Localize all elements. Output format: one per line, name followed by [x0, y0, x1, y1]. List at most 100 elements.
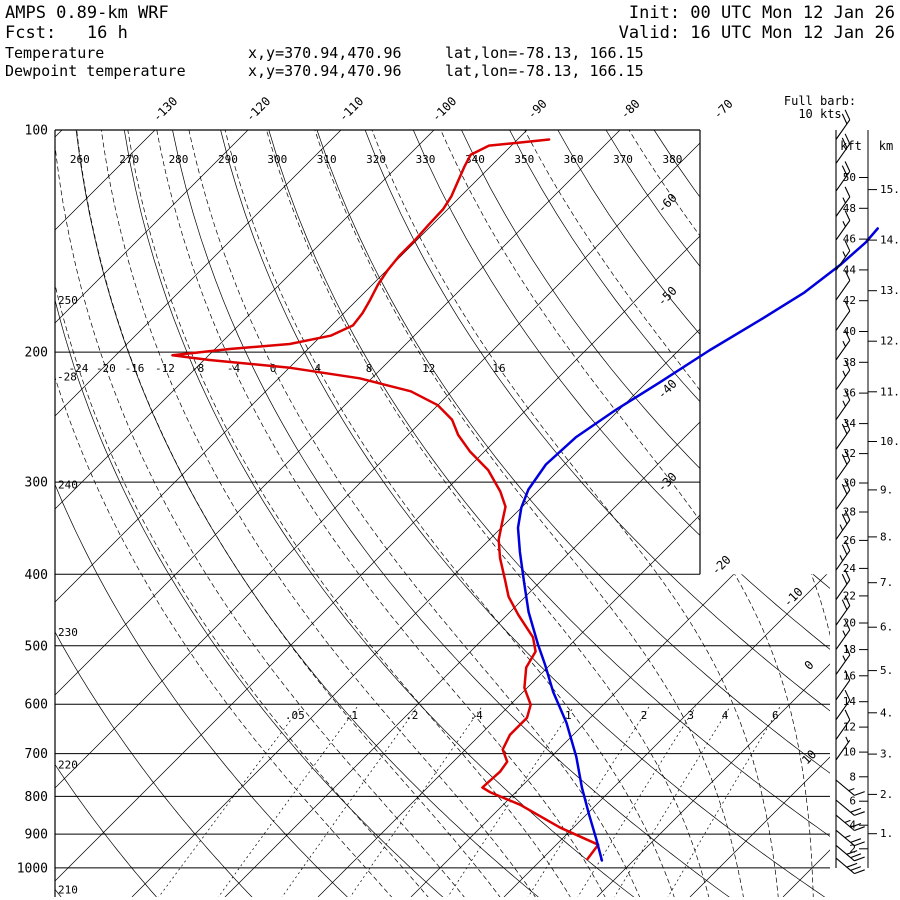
dewpoint-grid-point: x,y=370.94,470.96 — [248, 62, 402, 80]
svg-text:280: 280 — [169, 153, 189, 166]
svg-text:2.: 2. — [880, 788, 893, 801]
svg-text:36: 36 — [843, 387, 856, 400]
svg-text:-80: -80 — [618, 97, 643, 122]
svg-text:32: 32 — [843, 447, 856, 460]
svg-text:260: 260 — [70, 153, 90, 166]
svg-text:-16: -16 — [125, 362, 145, 375]
svg-text:22: 22 — [843, 589, 856, 602]
svg-text:40: 40 — [843, 325, 856, 338]
svg-text:2: 2 — [641, 709, 648, 722]
svg-text:-70: -70 — [711, 97, 736, 122]
temperature-grid-point: x,y=370.94,470.96 — [248, 44, 402, 62]
svg-text:800: 800 — [25, 790, 48, 805]
svg-text:1000: 1000 — [17, 861, 48, 876]
init-time: Init: 00 UTC Mon 12 Jan 26 — [628, 3, 895, 23]
svg-text:14: 14 — [843, 695, 857, 708]
svg-text:-20: -20 — [709, 553, 734, 578]
svg-text:14.: 14. — [880, 234, 900, 247]
svg-text:270: 270 — [119, 153, 139, 166]
svg-text:-24: -24 — [68, 362, 88, 375]
altitude-axis — [859, 130, 877, 868]
svg-text:28: 28 — [843, 506, 856, 519]
plot-border — [54, 129, 701, 897]
svg-text:-120: -120 — [243, 94, 273, 124]
svg-text:-90: -90 — [525, 97, 550, 122]
forecast-hour: Fcst: 16 h — [5, 23, 128, 43]
svg-text:-10: -10 — [781, 585, 806, 610]
grid — [55, 130, 830, 897]
svg-text:290: 290 — [218, 153, 238, 166]
svg-text:6.: 6. — [880, 621, 893, 634]
svg-text:330: 330 — [416, 153, 436, 166]
svg-text:600: 600 — [25, 698, 48, 713]
svg-text:310: 310 — [317, 153, 337, 166]
axis-labels: -28-24 -20 -16 -12 -8 -4 0 4 8 12 1621022023024025… — [17, 94, 900, 896]
svg-text:0: 0 — [270, 362, 277, 375]
moist-adiabats — [55, 130, 830, 897]
temperature-curve — [516, 227, 879, 862]
svg-text:12: 12 — [422, 362, 435, 375]
barb-legend-value: 10 kts — [798, 107, 842, 121]
svg-text:46: 46 — [843, 233, 856, 246]
svg-text:100: 100 — [25, 124, 48, 139]
svg-text:700: 700 — [25, 747, 48, 762]
svg-text:-4: -4 — [227, 362, 241, 375]
temperature-latlon: lat,lon=-78.13, 166.15 — [445, 44, 644, 62]
svg-text:2: 2 — [849, 842, 856, 855]
svg-text:10: 10 — [843, 746, 856, 759]
dewpoint-legend-label: Dewpoint temperature — [5, 62, 186, 80]
svg-text:7.: 7. — [880, 576, 893, 589]
svg-text:-100: -100 — [429, 94, 459, 124]
svg-text:-20: -20 — [96, 362, 116, 375]
svg-text:300: 300 — [267, 153, 287, 166]
svg-text:6: 6 — [849, 795, 856, 808]
svg-text:8.: 8. — [880, 530, 893, 543]
dewpoint-latlon: lat,lon=-78.13, 166.15 — [445, 62, 644, 80]
svg-text:13.: 13. — [880, 284, 900, 297]
svg-text:26: 26 — [843, 534, 856, 547]
svg-text:km: km — [879, 139, 893, 153]
svg-text:4.: 4. — [880, 706, 893, 719]
svg-text:42: 42 — [843, 294, 856, 307]
svg-text:200: 200 — [25, 346, 48, 361]
svg-text:16: 16 — [492, 362, 505, 375]
svg-text:8: 8 — [366, 362, 373, 375]
svg-text:380: 380 — [662, 153, 682, 166]
svg-text:300: 300 — [25, 476, 48, 491]
dewpoint-curve — [171, 138, 600, 861]
svg-text:8: 8 — [849, 770, 856, 783]
svg-text:250: 250 — [58, 294, 78, 307]
svg-text:15.: 15. — [880, 183, 900, 196]
svg-text:240: 240 — [58, 479, 78, 492]
svg-text:10: 10 — [799, 747, 819, 767]
dry-adiabats — [55, 130, 830, 897]
svg-text:230: 230 — [58, 626, 78, 639]
svg-text:350: 350 — [514, 153, 534, 166]
svg-text:-110: -110 — [336, 94, 366, 124]
svg-text:500: 500 — [25, 639, 48, 654]
svg-text:.2: .2 — [405, 709, 418, 722]
svg-text:24: 24 — [843, 562, 857, 575]
svg-text:3: 3 — [687, 709, 694, 722]
svg-text:370: 370 — [613, 153, 633, 166]
svg-text:-12: -12 — [155, 362, 175, 375]
svg-text:220: 220 — [58, 759, 78, 772]
svg-text:.4: .4 — [470, 709, 484, 722]
svg-text:34: 34 — [843, 417, 857, 430]
svg-text:20: 20 — [843, 617, 856, 630]
svg-text:-28: -28 — [57, 370, 77, 383]
svg-text:12.: 12. — [880, 335, 900, 348]
svg-text:.1: .1 — [345, 709, 358, 722]
wind-barbs — [835, 109, 865, 875]
svg-text:-30: -30 — [655, 470, 680, 495]
svg-text:30: 30 — [843, 477, 856, 490]
valid-time: Valid: 16 UTC Mon 12 Jan 26 — [618, 23, 895, 43]
svg-text:3.: 3. — [880, 748, 893, 761]
svg-text:4: 4 — [849, 819, 856, 832]
profiles — [171, 138, 879, 862]
svg-text:1: 1 — [565, 709, 572, 722]
svg-text:-8: -8 — [191, 362, 204, 375]
svg-text:10.: 10. — [880, 435, 900, 448]
svg-text:0: 0 — [802, 658, 817, 673]
